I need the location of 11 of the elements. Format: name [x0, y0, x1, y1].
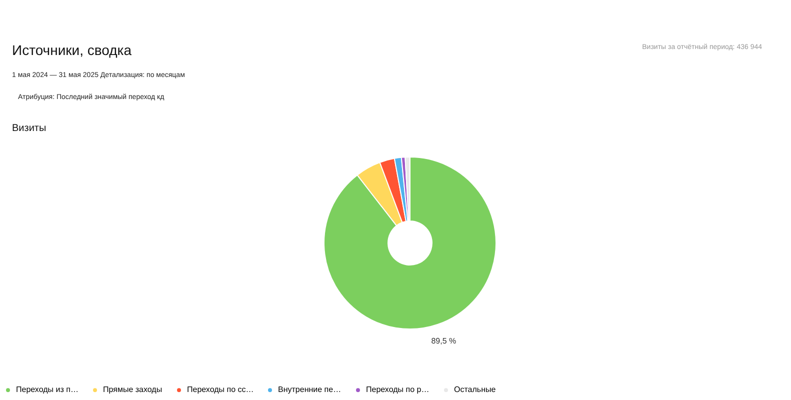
donut-slice: [356, 162, 403, 226]
legend-label: Переходы из п…: [16, 385, 78, 394]
data-label: 89,5 %: [431, 336, 456, 346]
text: Визиты: [12, 123, 46, 134]
legend-label: Прямые заходы: [103, 385, 162, 394]
legend-label: Переходы по р…: [366, 385, 430, 394]
legend-label: Переходы по сс…: [187, 385, 254, 394]
legend-label: Остальные: [454, 385, 496, 394]
chart-title: Источники, сводка: [12, 42, 132, 58]
legend-label: Внутренние пе…: [278, 385, 342, 394]
donut-slice: [324, 156, 496, 330]
